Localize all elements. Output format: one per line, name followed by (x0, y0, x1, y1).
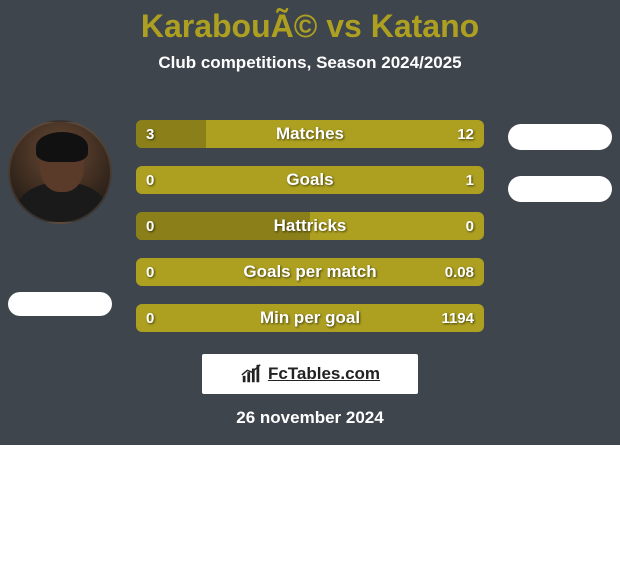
stat-row: 01Goals (136, 166, 484, 194)
stats-list: 312Matches 01Goals 00Hattricks 00.08Goals p… (136, 120, 484, 332)
player-right-name-placeholder (508, 176, 612, 202)
stat-label: Matches (136, 120, 484, 148)
stat-label: Min per goal (136, 304, 484, 332)
stat-row: 00.08Goals per match (136, 258, 484, 286)
comparison-card: KarabouÃ© vs Katano Club competitions, S… (0, 0, 620, 445)
stat-row: 312Matches (136, 120, 484, 148)
subtitle: Club competitions, Season 2024/2025 (0, 53, 620, 73)
stat-label: Goals per match (136, 258, 484, 286)
chart-icon (240, 363, 262, 385)
stat-row: 00Hattricks (136, 212, 484, 240)
page-title: KarabouÃ© vs Katano (0, 0, 620, 45)
player-left-avatar (8, 120, 112, 224)
player-right-avatar-placeholder (508, 124, 612, 150)
brand-text: FcTables.com (268, 364, 380, 384)
stat-label: Hattricks (136, 212, 484, 240)
stat-row: 01194Min per goal (136, 304, 484, 332)
stat-label: Goals (136, 166, 484, 194)
player-left-column (0, 120, 120, 316)
player-right-column (500, 120, 620, 202)
date-text: 26 november 2024 (0, 408, 620, 428)
brand-link[interactable]: FcTables.com (202, 354, 418, 394)
player-left-name-placeholder (8, 292, 112, 316)
